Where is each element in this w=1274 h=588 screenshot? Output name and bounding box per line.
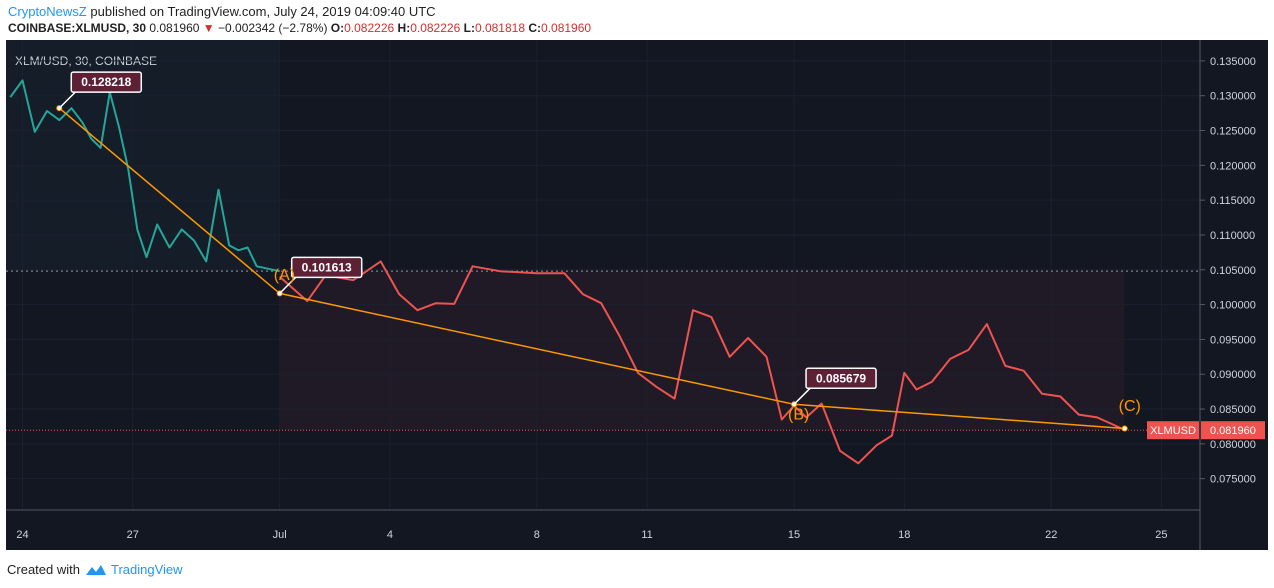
author-link[interactable]: CryptoNewsZ [8, 4, 87, 19]
x-tick-label: 25 [1155, 529, 1167, 541]
wave-label: (A) [274, 267, 295, 284]
price-chart[interactable]: XLM/USD, 30, COINBASE 0.1282180.1016130.… [6, 40, 1268, 550]
close-value: 0.081960 [541, 21, 592, 35]
y-tick-label: 0.125000 [1210, 126, 1256, 138]
x-tick-label: 4 [387, 529, 393, 541]
annotation-text: 0.101613 [302, 260, 352, 274]
price-series-down [279, 260, 1126, 465]
price-series-up [9, 79, 280, 273]
y-tick-label: 0.085000 [1210, 404, 1256, 416]
symbol-tag-text: XLMUSD [1150, 425, 1196, 437]
x-tick-label: 27 [127, 529, 139, 541]
created-with-text: Created with [7, 562, 80, 577]
current-price-tag-text: 0.081960 [1210, 425, 1256, 437]
annotation-pointer [279, 276, 297, 294]
down-shaded-area [279, 271, 1125, 431]
y-tick-label: 0.075000 [1210, 474, 1256, 486]
wave-label: (B) [788, 406, 809, 423]
y-tick-label: 0.130000 [1210, 91, 1256, 103]
y-tick-label: 0.100000 [1210, 300, 1256, 312]
x-tick-label: Jul [273, 529, 287, 541]
open-label: O: [330, 21, 345, 35]
close-label: C: [528, 21, 542, 35]
change-value: −0.002342 (−2.78%) [218, 21, 328, 35]
annotation-pointer [793, 387, 811, 405]
last-price: 0.081960 [149, 21, 200, 35]
y-tick-label: 0.120000 [1210, 160, 1256, 172]
tradingview-link[interactable]: TradingView [110, 562, 183, 577]
publish-line: CryptoNewsZ published on TradingView.com… [8, 4, 436, 19]
annotation-box [290, 256, 363, 279]
wave-label: (C) [1119, 398, 1141, 415]
annotation-box [70, 71, 143, 93]
annotation-text: 0.128218 [81, 75, 131, 89]
y-tick-label: 0.135000 [1210, 56, 1256, 68]
x-tick-label: 22 [1045, 529, 1057, 541]
high-label: H: [397, 21, 411, 35]
y-tick-label: 0.115000 [1210, 195, 1255, 207]
high-value: 0.082226 [410, 21, 461, 35]
x-tick-label: 11 [641, 529, 652, 541]
annotation-pointer [58, 91, 76, 109]
low-label: L: [463, 21, 475, 35]
open-value: 0.082226 [344, 21, 395, 35]
y-tick-label: 0.080000 [1210, 439, 1256, 451]
chart-background [6, 40, 1268, 550]
y-tick-label: 0.110000 [1210, 230, 1255, 242]
low-value: 0.081818 [474, 21, 525, 35]
symbol-label: COINBASE:XLMUSD, 30 [8, 21, 147, 35]
x-tick-label: 8 [534, 529, 540, 541]
x-tick-label: 18 [898, 529, 910, 541]
trendline-point [1121, 425, 1128, 432]
trendline [58, 107, 1125, 430]
x-tick-label: 15 [788, 529, 800, 541]
symbol-tag-box [1147, 421, 1199, 440]
x-tick-label: 24 [16, 529, 28, 541]
y-tick-label: 0.105000 [1210, 265, 1256, 277]
current-price-tag-box [1201, 421, 1265, 440]
annotation-text: 0.085679 [816, 371, 866, 385]
y-tick-label: 0.090000 [1210, 369, 1256, 381]
up-shaded-area [6, 40, 280, 272]
tradingview-logo-icon [85, 564, 106, 575]
y-tick-label: 0.095000 [1210, 334, 1256, 346]
quote-line: COINBASE:XLMUSD, 30 0.081960 ▼ −0.002342… [8, 21, 591, 35]
change-down-icon: ▼ [202, 21, 215, 35]
footer: Created with TradingView [7, 562, 183, 577]
annotation-box [805, 367, 877, 390]
published-text: published on TradingView.com, July 24, 2… [90, 4, 436, 19]
